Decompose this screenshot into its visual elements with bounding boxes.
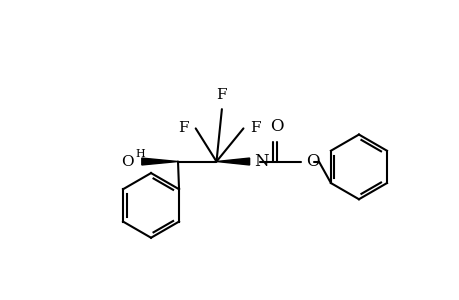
- Text: F: F: [250, 122, 260, 135]
- Polygon shape: [216, 158, 249, 165]
- Text: F: F: [216, 88, 227, 102]
- Text: F: F: [178, 122, 188, 135]
- Text: O: O: [305, 153, 319, 170]
- Text: O: O: [269, 118, 283, 135]
- Polygon shape: [141, 158, 178, 165]
- Text: O: O: [121, 154, 134, 169]
- Text: N: N: [254, 153, 268, 170]
- Text: H: H: [135, 149, 145, 159]
